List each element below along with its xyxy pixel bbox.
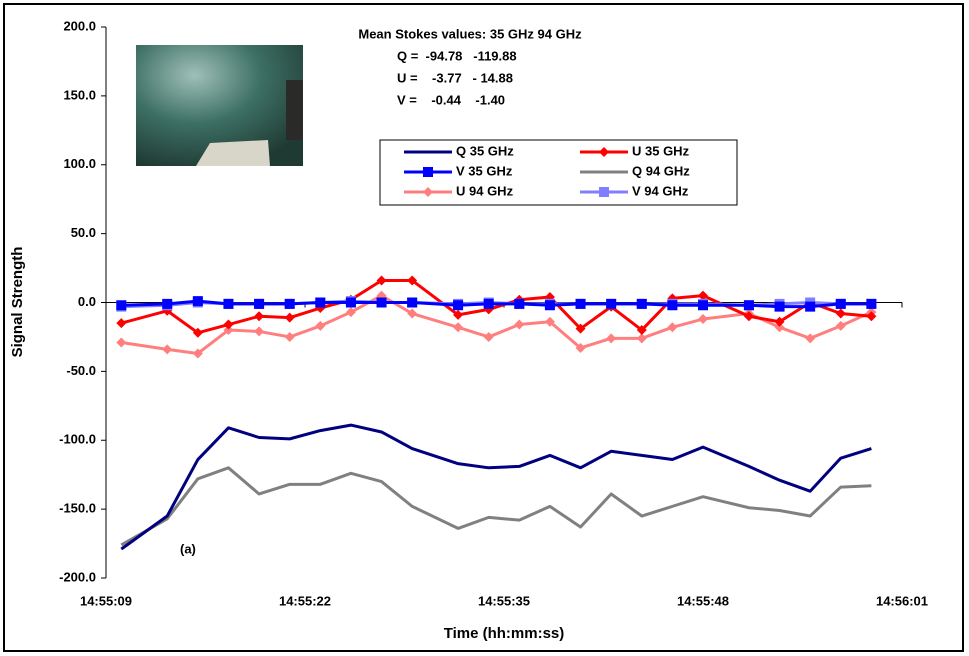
data-point xyxy=(667,322,678,333)
data-point xyxy=(835,320,846,331)
data-point xyxy=(544,316,555,327)
data-point xyxy=(284,331,295,342)
data-point xyxy=(315,297,326,308)
data-point xyxy=(254,298,265,309)
y-tick-label: 150.0 xyxy=(63,87,96,102)
data-point xyxy=(453,309,464,320)
legend-label: V 35 GHz xyxy=(456,163,513,178)
data-point xyxy=(835,298,846,309)
data-point xyxy=(376,297,387,308)
data-point xyxy=(544,300,555,311)
series-line xyxy=(121,299,872,309)
x-tick-label: 14:55:22 xyxy=(279,593,331,608)
data-point xyxy=(636,298,647,309)
data-point xyxy=(116,337,127,348)
data-point xyxy=(407,308,418,319)
data-point xyxy=(407,275,418,286)
data-point xyxy=(575,298,586,309)
data-point xyxy=(606,298,617,309)
data-point xyxy=(315,320,326,331)
x-tick-label: 14:55:48 xyxy=(677,593,729,608)
x-axis-title: Time (hh:mm:ss) xyxy=(444,625,565,642)
y-tick-label: 50.0 xyxy=(71,225,96,240)
series-line xyxy=(120,466,872,547)
data-point xyxy=(284,298,295,309)
legend-marker xyxy=(599,147,609,157)
y-tick-label: -200.0 xyxy=(59,569,96,584)
data-point xyxy=(698,300,708,311)
y-tick-label: -100.0 xyxy=(59,432,96,447)
data-point xyxy=(575,323,586,334)
data-point xyxy=(774,316,785,327)
legend-label: V 94 GHz xyxy=(632,183,689,198)
data-point xyxy=(636,333,647,344)
legend-label: Q 35 GHz xyxy=(456,143,514,158)
data-point xyxy=(606,333,617,344)
data-point xyxy=(698,290,708,301)
legend-label: U 35 GHz xyxy=(632,143,690,158)
y-tick-label: 100.0 xyxy=(63,156,96,171)
legend-marker xyxy=(423,167,433,177)
data-point xyxy=(805,301,816,312)
data-point xyxy=(483,331,494,342)
data-point xyxy=(162,344,173,355)
data-point xyxy=(116,300,127,311)
photo xyxy=(136,45,303,166)
data-point xyxy=(345,297,356,308)
legend-label: U 94 GHz xyxy=(456,183,514,198)
data-point xyxy=(192,348,203,359)
annotation: Q = -94.78 -119.88 xyxy=(397,48,517,63)
y-axis-title: Signal Strength xyxy=(9,247,26,358)
x-tick-label: 14:56:01 xyxy=(876,593,928,608)
data-point xyxy=(254,311,265,322)
data-point xyxy=(376,275,387,286)
y-tick-label: 0.0 xyxy=(78,294,96,309)
data-point xyxy=(866,311,877,322)
data-point xyxy=(483,298,494,309)
data-point xyxy=(743,311,754,322)
legend-label: Q 94 GHz xyxy=(632,163,690,178)
data-point xyxy=(192,327,203,338)
data-point xyxy=(774,301,785,312)
data-point xyxy=(162,298,173,309)
annotation: U = -3.77 - 14.88 xyxy=(397,70,513,85)
x-tick-label: 14:55:09 xyxy=(80,593,132,608)
data-point xyxy=(407,297,418,308)
data-point xyxy=(805,333,816,344)
data-point xyxy=(223,298,234,309)
data-point xyxy=(575,342,586,353)
data-point xyxy=(223,325,234,336)
data-point xyxy=(116,318,127,329)
data-point xyxy=(866,298,877,309)
series-line xyxy=(120,423,872,551)
y-tick-label: -50.0 xyxy=(66,363,96,378)
data-point xyxy=(636,325,647,336)
legend-marker xyxy=(599,187,609,197)
data-point xyxy=(698,314,708,325)
data-point xyxy=(514,319,525,330)
legend-marker xyxy=(423,187,433,197)
data-point xyxy=(453,300,464,311)
data-point xyxy=(774,322,785,333)
data-point xyxy=(743,300,754,311)
data-point xyxy=(453,322,464,333)
annotation: (a) xyxy=(180,541,196,556)
data-point xyxy=(514,298,525,309)
data-point xyxy=(284,312,295,323)
y-tick-label: 200.0 xyxy=(63,18,96,33)
data-point xyxy=(254,326,265,337)
data-point xyxy=(223,319,234,330)
legend: Q 35 GHz U 35 GHz V 35 GHz Q 94 GHz U 94 GHz… xyxy=(379,139,738,206)
annotation: V = -0.44 -1.40 xyxy=(397,92,505,107)
data-point xyxy=(835,308,846,319)
y-tick-label: -150.0 xyxy=(59,501,96,516)
data-point xyxy=(345,307,356,318)
data-point xyxy=(667,300,678,311)
x-tick-label: 14:55:35 xyxy=(478,593,530,608)
data-point xyxy=(192,296,203,307)
annotation: Mean Stokes values: 35 GHz 94 GHz xyxy=(358,26,582,41)
